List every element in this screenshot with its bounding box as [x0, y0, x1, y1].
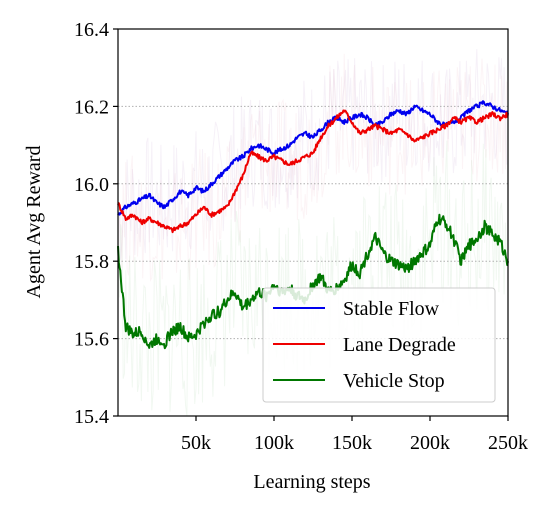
x-tick-label: 50k — [181, 432, 211, 454]
x-axis-label: Learning steps — [253, 471, 370, 493]
x-tick-label: 100k — [254, 432, 294, 454]
y-tick-label: 16.0 — [74, 174, 109, 196]
series-line-vehicle-stop — [117, 213, 509, 350]
y-axis-label: Agent Avg Reward — [23, 146, 45, 299]
legend-label: Lane Degrade — [343, 334, 456, 356]
y-tick-label: 15.8 — [74, 251, 109, 273]
legend: Stable Flow Lane Degrade Vehicle Stop — [262, 287, 496, 403]
legend-label: Stable Flow — [343, 298, 440, 320]
y-tick-label: 15.6 — [74, 329, 109, 351]
y-tick-label: 16.4 — [74, 19, 109, 41]
axes-layer: 15.4 15.6 15.8 16.0 16.2 16.4 50k 100k 150k 200k 2… — [74, 19, 528, 454]
noise-band-0 — [117, 49, 508, 260]
x-tick-label: 200k — [410, 432, 450, 454]
y-tick-label: 15.4 — [74, 406, 109, 428]
x-tick-label: 150k — [332, 432, 372, 454]
legend-box — [262, 287, 496, 403]
series-layer — [117, 100, 509, 350]
y-tick-label: 16.2 — [74, 96, 109, 118]
plot-frame — [117, 28, 509, 417]
legend-label: Vehicle Stop — [343, 370, 445, 392]
x-tick-label: 250k — [488, 432, 528, 454]
series-line-lane-degrade — [117, 109, 509, 234]
noise-band-1 — [117, 53, 508, 282]
series-line-stable-flow — [117, 100, 509, 216]
